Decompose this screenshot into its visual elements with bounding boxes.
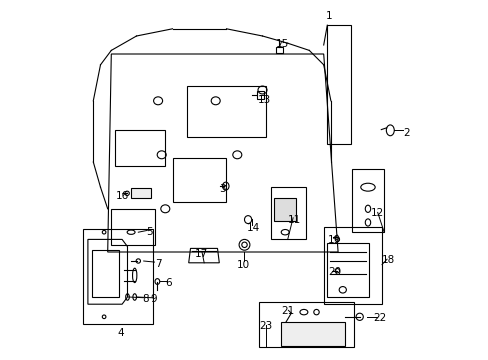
Bar (131, 188, 151, 198)
Text: 4: 4 (117, 328, 123, 338)
Text: 13: 13 (258, 95, 271, 105)
Bar (111, 209, 154, 245)
Text: 21: 21 (281, 306, 294, 316)
Bar (186, 86, 265, 137)
Bar (172, 158, 226, 202)
Bar (258, 302, 354, 347)
Bar (91, 250, 118, 297)
Text: 9: 9 (150, 294, 157, 304)
Text: 2: 2 (403, 128, 409, 138)
Text: 12: 12 (370, 208, 384, 218)
Text: 14: 14 (246, 222, 260, 233)
Bar (280, 322, 345, 346)
Text: 17: 17 (194, 249, 207, 259)
Bar (352, 169, 384, 232)
Text: 1: 1 (325, 11, 332, 21)
Text: 18: 18 (381, 255, 394, 265)
Bar (326, 243, 368, 297)
Bar (257, 91, 264, 99)
Text: 15: 15 (275, 39, 288, 49)
Bar (276, 47, 282, 53)
Bar (326, 25, 350, 144)
Bar (273, 198, 295, 221)
Bar (323, 227, 381, 304)
Text: 22: 22 (372, 312, 386, 323)
Bar (115, 130, 165, 166)
Text: 7: 7 (155, 258, 161, 269)
Text: 23: 23 (258, 321, 271, 331)
Text: 10: 10 (237, 260, 250, 270)
Text: 11: 11 (288, 215, 301, 225)
Text: 3: 3 (219, 184, 226, 194)
Text: 16: 16 (115, 191, 128, 201)
Text: 6: 6 (165, 278, 172, 288)
Bar (82, 229, 152, 324)
Text: 5: 5 (145, 227, 152, 237)
Text: 8: 8 (142, 294, 148, 304)
Text: 19: 19 (327, 235, 341, 246)
Text: 20: 20 (327, 267, 340, 277)
Bar (271, 187, 305, 239)
